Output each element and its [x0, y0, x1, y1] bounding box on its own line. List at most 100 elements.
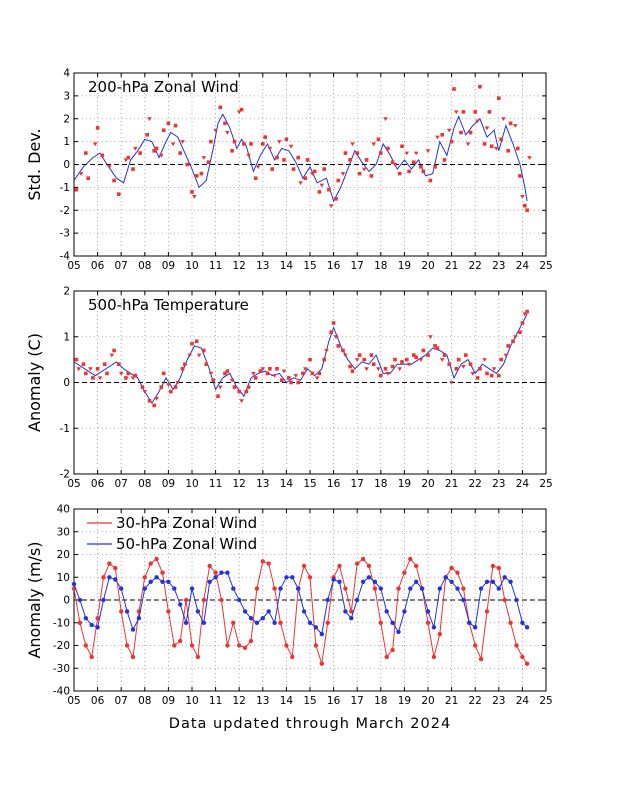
data-point [482, 358, 487, 362]
data-point [147, 399, 152, 403]
data-point [239, 399, 244, 404]
data-point [514, 643, 519, 648]
data-point [314, 376, 320, 381]
data-point [331, 321, 336, 325]
x-tick-label: 25 [539, 695, 552, 707]
data-point [154, 575, 159, 580]
data-point [284, 137, 289, 142]
data-point [514, 597, 519, 603]
data-point [425, 609, 431, 614]
data-point [105, 371, 109, 376]
data-point [263, 135, 267, 139]
data-point [113, 565, 118, 571]
data-point [366, 563, 372, 569]
data-point [266, 561, 271, 566]
data-point [447, 362, 451, 366]
x-tick-label: 18 [374, 695, 387, 707]
data-point [349, 609, 354, 614]
y-tick-label: 2 [63, 113, 70, 125]
data-point [296, 380, 300, 385]
data-point [277, 140, 282, 144]
data-point [100, 153, 105, 158]
data-point [101, 597, 106, 603]
data-point [405, 357, 409, 362]
y-tick-label: 10 [57, 572, 70, 584]
data-point [406, 362, 412, 367]
data-point [183, 362, 187, 366]
data-point [154, 397, 159, 401]
data-point [439, 358, 445, 362]
data-point [372, 579, 378, 584]
data-point [473, 110, 477, 114]
y-tick-label: -3 [60, 228, 70, 240]
data-point [440, 133, 444, 137]
data-point [130, 654, 136, 660]
data-point [142, 586, 147, 591]
y-tick-label: 40 [57, 504, 70, 516]
data-point [484, 579, 490, 584]
data-point [237, 643, 242, 648]
data-point [449, 139, 454, 144]
x-tick-label: 23 [492, 695, 505, 707]
y-tick-label: 0 [63, 595, 70, 607]
data-point [133, 147, 138, 151]
data-point [284, 575, 289, 580]
data-point [497, 96, 501, 100]
data-point [207, 563, 212, 569]
data-point [231, 620, 236, 625]
x-tick-label: 19 [398, 478, 411, 490]
data-point [172, 643, 177, 648]
data-point [230, 149, 234, 153]
data-point [287, 376, 291, 380]
data-point [290, 654, 295, 660]
data-point [357, 353, 362, 357]
x-tick-label: 08 [138, 260, 151, 272]
data-point [109, 353, 115, 358]
data-point [337, 563, 342, 569]
data-point [408, 556, 413, 562]
data-point [313, 625, 319, 630]
data-point [83, 616, 89, 621]
data-point [246, 385, 251, 389]
data-point [489, 373, 494, 378]
data-point [147, 117, 152, 121]
data-point [237, 389, 241, 394]
data-point [225, 570, 230, 575]
x-tick-label: 05 [67, 478, 80, 490]
data-point [520, 195, 525, 199]
data-point [194, 174, 199, 178]
data-point [426, 353, 430, 357]
data-point [360, 556, 366, 562]
data-point [490, 579, 496, 584]
data-point [520, 620, 525, 625]
data-point [425, 620, 431, 625]
data-point [433, 165, 437, 169]
series-line [73, 113, 528, 203]
data-point [305, 158, 310, 162]
y-tick-label: -40 [53, 686, 70, 698]
data-point [232, 385, 237, 389]
y-tick-label: 0 [63, 377, 70, 389]
x-tick-label: 19 [398, 695, 411, 707]
data-point [131, 167, 135, 171]
data-point [383, 367, 388, 371]
x-tick-label: 20 [421, 478, 434, 490]
x-tick-label: 13 [256, 478, 269, 490]
data-point [126, 155, 131, 160]
data-point [449, 381, 454, 385]
data-point [301, 609, 307, 614]
data-point [290, 575, 295, 580]
data-point [364, 367, 369, 372]
data-point [253, 176, 258, 180]
data-point [397, 171, 402, 176]
data-point [209, 139, 213, 144]
data-point [166, 121, 171, 126]
data-point [266, 609, 271, 614]
data-point [362, 357, 367, 362]
data-point [74, 187, 79, 192]
data-point [390, 620, 395, 625]
data-point [343, 586, 348, 591]
data-point [166, 609, 171, 614]
data-point [74, 357, 79, 362]
data-point [270, 167, 274, 171]
